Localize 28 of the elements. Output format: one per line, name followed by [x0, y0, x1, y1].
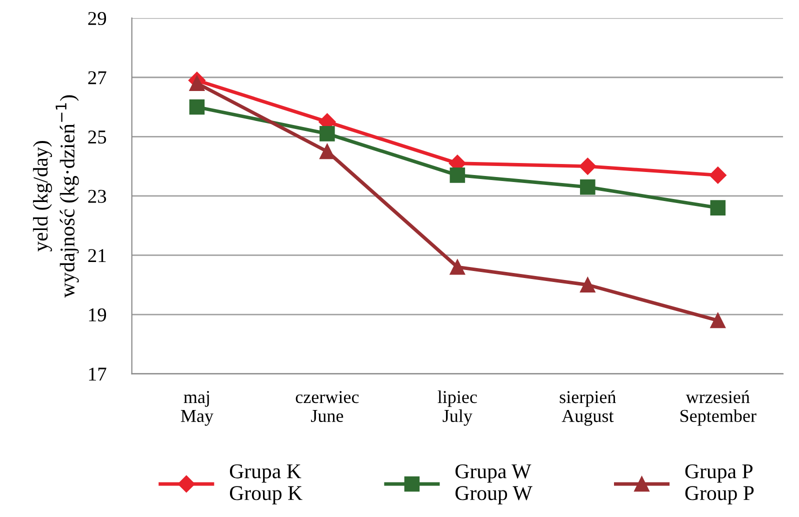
legend-label: Grupa P Group P: [685, 464, 754, 504]
point: [710, 200, 726, 216]
x-tick-label: maj May: [180, 391, 214, 426]
y-tick-label: 23: [88, 190, 106, 203]
x-tick-label: wrzesień September: [680, 390, 756, 426]
x-tick-label: sierpień August: [560, 390, 616, 426]
y-tick-label: 19: [89, 308, 106, 322]
point: [580, 277, 596, 293]
x-tick-label: lipiec July: [438, 390, 477, 426]
point: [709, 166, 726, 184]
point: [580, 179, 596, 195]
x-tick-label: czerwiec June: [296, 391, 359, 422]
legend-label: Grupa W Group W: [456, 464, 532, 504]
y-tick-label: 25: [88, 130, 106, 144]
point: [189, 99, 205, 115]
y-tick-label: 27: [88, 71, 106, 84]
point: [189, 76, 205, 91]
y-tick-label: 29: [88, 12, 106, 26]
point: [710, 312, 726, 328]
point: [320, 126, 335, 142]
point: [579, 158, 596, 175]
y-tick-label: 21: [88, 249, 106, 262]
point: [450, 259, 466, 275]
legend-label: Grupa K Group K: [230, 464, 302, 504]
y-axis-title: yeld (kg/day) wydajność (kg·dzień$^{−1}$): [33, 95, 79, 298]
point: [320, 144, 335, 160]
y-tick-label: 17: [89, 368, 106, 381]
point: [450, 168, 466, 183]
